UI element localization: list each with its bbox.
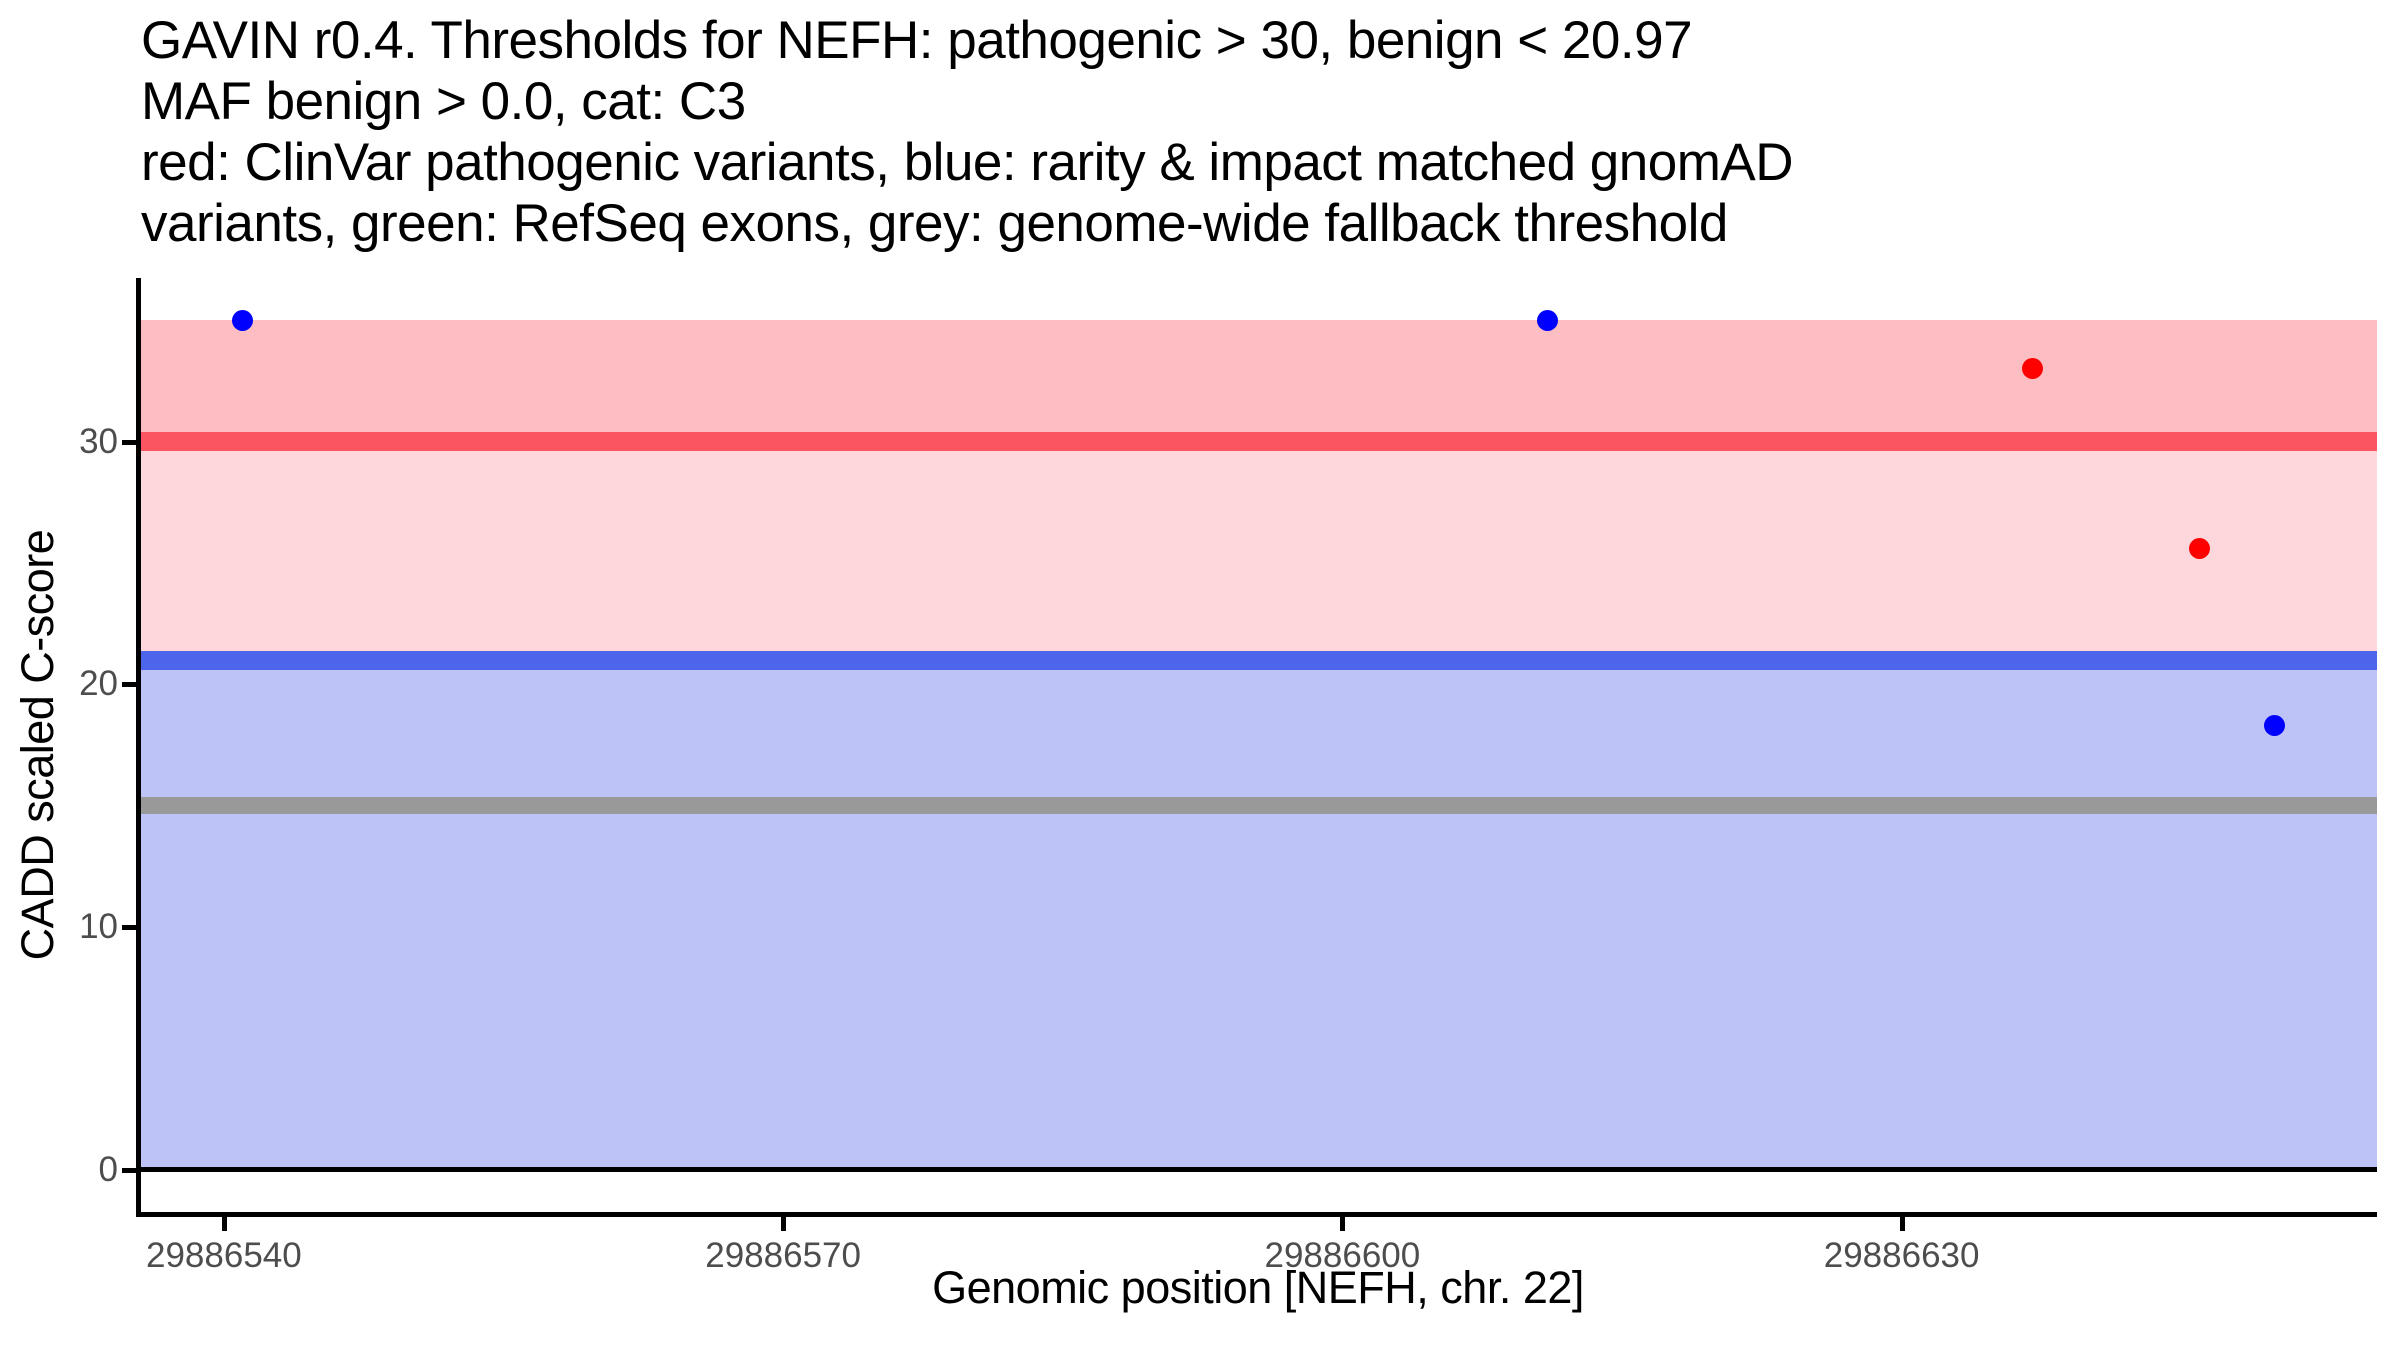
benign-threshold-line xyxy=(140,651,2377,671)
y-tick-label: 30 xyxy=(79,421,118,461)
y-tick-mark xyxy=(122,439,136,445)
y-tick-label: 10 xyxy=(79,906,118,946)
y-axis-line xyxy=(136,278,141,1217)
genome-wide-fallback-threshold-line xyxy=(140,797,2377,815)
chart-title-line-4: variants, green: RefSeq exons, grey: gen… xyxy=(141,194,1728,253)
benign-zone-band xyxy=(140,660,2377,1170)
gnomad-matched-point xyxy=(2263,715,2285,737)
chart-title: GAVIN r0.4. Thresholds for NEFH: pathoge… xyxy=(141,10,1793,254)
clinvar-pathogenic-point xyxy=(2189,537,2211,559)
x-tick-label: 29886630 xyxy=(1823,1236,1980,1275)
x-axis-title: Genomic position [NEFH, chr. 22] xyxy=(932,1262,1584,1313)
y-tick-label: 20 xyxy=(79,664,118,704)
x-tick-mark xyxy=(221,1217,227,1231)
y-axis-title: CADD scaled C-score xyxy=(12,529,63,961)
pathogenic-threshold-line xyxy=(140,432,2377,452)
chart-title-line-1: GAVIN r0.4. Thresholds for NEFH: pathoge… xyxy=(141,11,1693,70)
y-tick-mark xyxy=(122,924,136,930)
gnomad-matched-point xyxy=(1536,309,1558,331)
x-tick-mark xyxy=(1340,1217,1346,1231)
y-tick-mark xyxy=(122,1167,136,1173)
y-tick-label: 0 xyxy=(98,1149,118,1189)
x-tick-mark xyxy=(1899,1217,1905,1231)
chart-title-line-3: red: ClinVar pathogenic variants, blue: … xyxy=(141,133,1793,192)
y-tick-mark xyxy=(122,682,136,688)
x-tick-label: 29886600 xyxy=(1264,1236,1421,1275)
chart-title-line-2: MAF benign > 0.0, cat: C3 xyxy=(141,72,746,131)
x-tick-mark xyxy=(781,1217,787,1231)
pathogenic-zone-band xyxy=(140,320,2377,442)
x-axis-line xyxy=(136,1212,2377,1217)
x-tick-label: 29886540 xyxy=(146,1236,302,1275)
x-tick-label: 29886570 xyxy=(705,1236,861,1275)
gnomad-matched-point xyxy=(232,309,254,331)
uncertain-zone-band xyxy=(140,441,2377,661)
zero-baseline xyxy=(140,1167,2377,1173)
clinvar-pathogenic-point xyxy=(2021,358,2043,380)
